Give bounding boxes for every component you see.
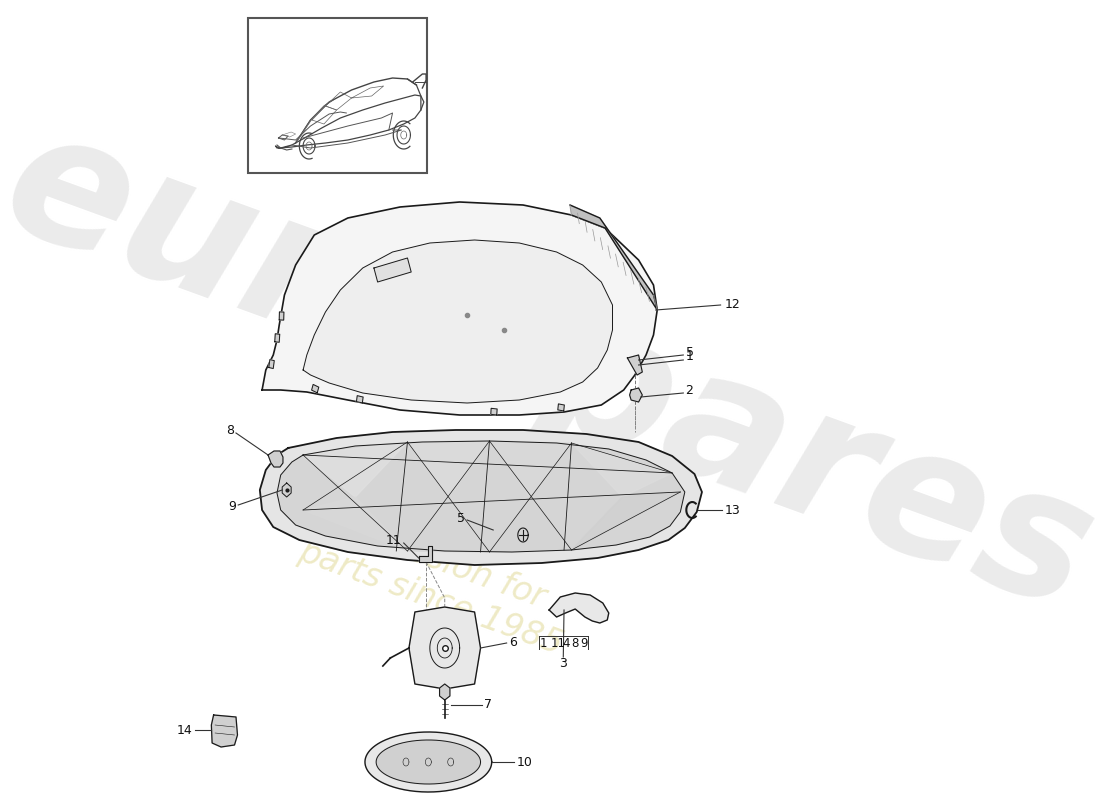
Polygon shape xyxy=(419,546,432,562)
Polygon shape xyxy=(558,404,564,411)
Text: 5: 5 xyxy=(685,346,694,358)
Polygon shape xyxy=(490,441,572,497)
Text: 11: 11 xyxy=(551,637,565,650)
Polygon shape xyxy=(275,334,279,342)
Polygon shape xyxy=(260,430,702,565)
Text: 4: 4 xyxy=(562,637,570,650)
Polygon shape xyxy=(268,360,274,369)
Polygon shape xyxy=(490,497,572,552)
Polygon shape xyxy=(376,740,481,784)
Text: 1: 1 xyxy=(685,350,693,363)
Polygon shape xyxy=(262,202,657,415)
Text: 8: 8 xyxy=(226,423,233,437)
Polygon shape xyxy=(374,258,411,282)
Text: 13: 13 xyxy=(724,503,740,517)
Polygon shape xyxy=(549,593,608,623)
Polygon shape xyxy=(407,497,490,552)
Text: 5: 5 xyxy=(456,511,465,525)
Polygon shape xyxy=(211,715,238,747)
Polygon shape xyxy=(570,205,657,310)
Text: 11: 11 xyxy=(386,534,402,546)
Polygon shape xyxy=(627,355,642,375)
Text: 3: 3 xyxy=(559,657,568,670)
Text: eurospares: eurospares xyxy=(0,92,1100,648)
Polygon shape xyxy=(407,441,490,497)
Polygon shape xyxy=(409,607,481,689)
Polygon shape xyxy=(365,732,492,792)
Polygon shape xyxy=(283,483,292,497)
Text: a passion for
parts since 1985: a passion for parts since 1985 xyxy=(294,499,581,661)
Text: 9: 9 xyxy=(581,637,587,650)
Text: 7: 7 xyxy=(484,698,493,711)
Text: 12: 12 xyxy=(724,298,740,311)
Polygon shape xyxy=(304,442,407,497)
Text: 1: 1 xyxy=(540,637,548,650)
Polygon shape xyxy=(572,492,680,550)
Polygon shape xyxy=(304,240,613,403)
Text: 10: 10 xyxy=(516,755,532,769)
Polygon shape xyxy=(268,451,283,467)
Text: 9: 9 xyxy=(228,501,236,514)
Bar xyxy=(248,18,427,173)
Polygon shape xyxy=(356,396,363,403)
Polygon shape xyxy=(311,385,319,393)
Text: 2: 2 xyxy=(685,383,693,397)
Text: 14: 14 xyxy=(177,723,192,737)
Polygon shape xyxy=(277,441,685,552)
Polygon shape xyxy=(572,443,672,497)
Polygon shape xyxy=(629,388,642,402)
Polygon shape xyxy=(491,408,497,415)
Polygon shape xyxy=(304,497,407,551)
Text: 6: 6 xyxy=(509,637,517,650)
Polygon shape xyxy=(440,684,450,700)
Polygon shape xyxy=(279,312,284,320)
Text: 8: 8 xyxy=(572,637,579,650)
